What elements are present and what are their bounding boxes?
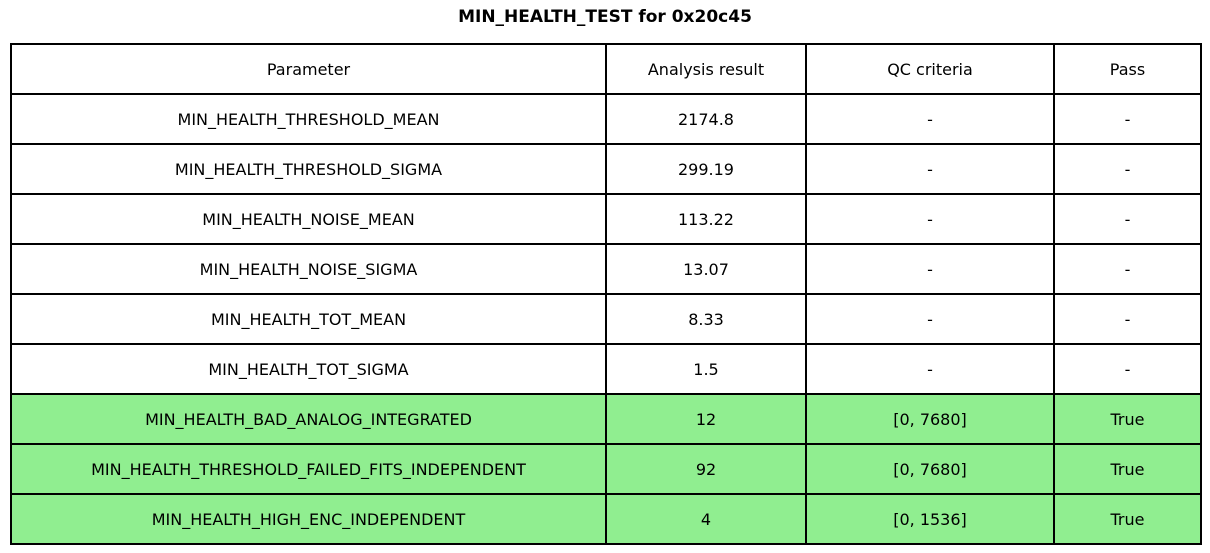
- cell-parameter: MIN_HEALTH_THRESHOLD_MEAN: [10, 93, 607, 145]
- qc-results-table: Parameter Analysis result QC criteria Pa…: [10, 43, 1202, 545]
- cell-qc-criteria: -: [805, 93, 1055, 145]
- table-row: MIN_HEALTH_THRESHOLD_SIGMA 299.19 - -: [10, 143, 1202, 195]
- cell-qc-criteria: -: [805, 143, 1055, 195]
- table-row: MIN_HEALTH_TOT_SIGMA 1.5 - -: [10, 343, 1202, 395]
- cell-analysis-result: 2174.8: [605, 93, 807, 145]
- cell-parameter: MIN_HEALTH_NOISE_MEAN: [10, 193, 607, 245]
- cell-pass: -: [1053, 243, 1202, 295]
- column-header-pass: Pass: [1053, 43, 1202, 95]
- table-row: MIN_HEALTH_HIGH_ENC_INDEPENDENT 4 [0, 15…: [10, 493, 1202, 545]
- column-header-analysis-result: Analysis result: [605, 43, 807, 95]
- cell-qc-criteria: [0, 7680]: [805, 443, 1055, 495]
- table-row: MIN_HEALTH_THRESHOLD_FAILED_FITS_INDEPEN…: [10, 443, 1202, 495]
- cell-qc-criteria: -: [805, 293, 1055, 345]
- cell-pass: -: [1053, 193, 1202, 245]
- table-row: MIN_HEALTH_TOT_MEAN 8.33 - -: [10, 293, 1202, 345]
- figure-title: MIN_HEALTH_TEST for 0x20c45: [458, 7, 752, 27]
- cell-qc-criteria: -: [805, 243, 1055, 295]
- cell-analysis-result: 92: [605, 443, 807, 495]
- table-row: MIN_HEALTH_BAD_ANALOG_INTEGRATED 12 [0, …: [10, 393, 1202, 445]
- cell-pass: -: [1053, 93, 1202, 145]
- cell-analysis-result: 12: [605, 393, 807, 445]
- cell-pass: -: [1053, 293, 1202, 345]
- cell-pass: True: [1053, 393, 1202, 445]
- cell-parameter: MIN_HEALTH_HIGH_ENC_INDEPENDENT: [10, 493, 607, 545]
- cell-analysis-result: 4: [605, 493, 807, 545]
- cell-parameter: MIN_HEALTH_TOT_SIGMA: [10, 343, 607, 395]
- table-row: MIN_HEALTH_THRESHOLD_MEAN 2174.8 - -: [10, 93, 1202, 145]
- cell-analysis-result: 13.07: [605, 243, 807, 295]
- table-row: MIN_HEALTH_NOISE_MEAN 113.22 - -: [10, 193, 1202, 245]
- cell-analysis-result: 8.33: [605, 293, 807, 345]
- cell-analysis-result: 1.5: [605, 343, 807, 395]
- cell-analysis-result: 299.19: [605, 143, 807, 195]
- cell-pass: True: [1053, 493, 1202, 545]
- cell-qc-criteria: -: [805, 343, 1055, 395]
- cell-parameter: MIN_HEALTH_THRESHOLD_FAILED_FITS_INDEPEN…: [10, 443, 607, 495]
- column-header-qc-criteria: QC criteria: [805, 43, 1055, 95]
- cell-parameter: MIN_HEALTH_NOISE_SIGMA: [10, 243, 607, 295]
- cell-parameter: MIN_HEALTH_BAD_ANALOG_INTEGRATED: [10, 393, 607, 445]
- cell-qc-criteria: [0, 7680]: [805, 393, 1055, 445]
- cell-pass: -: [1053, 343, 1202, 395]
- table-header-row: Parameter Analysis result QC criteria Pa…: [10, 43, 1202, 95]
- cell-parameter: MIN_HEALTH_THRESHOLD_SIGMA: [10, 143, 607, 195]
- cell-parameter: MIN_HEALTH_TOT_MEAN: [10, 293, 607, 345]
- cell-qc-criteria: [0, 1536]: [805, 493, 1055, 545]
- cell-pass: -: [1053, 143, 1202, 195]
- table-row: MIN_HEALTH_NOISE_SIGMA 13.07 - -: [10, 243, 1202, 295]
- cell-pass: True: [1053, 443, 1202, 495]
- column-header-parameter: Parameter: [10, 43, 607, 95]
- cell-qc-criteria: -: [805, 193, 1055, 245]
- cell-analysis-result: 113.22: [605, 193, 807, 245]
